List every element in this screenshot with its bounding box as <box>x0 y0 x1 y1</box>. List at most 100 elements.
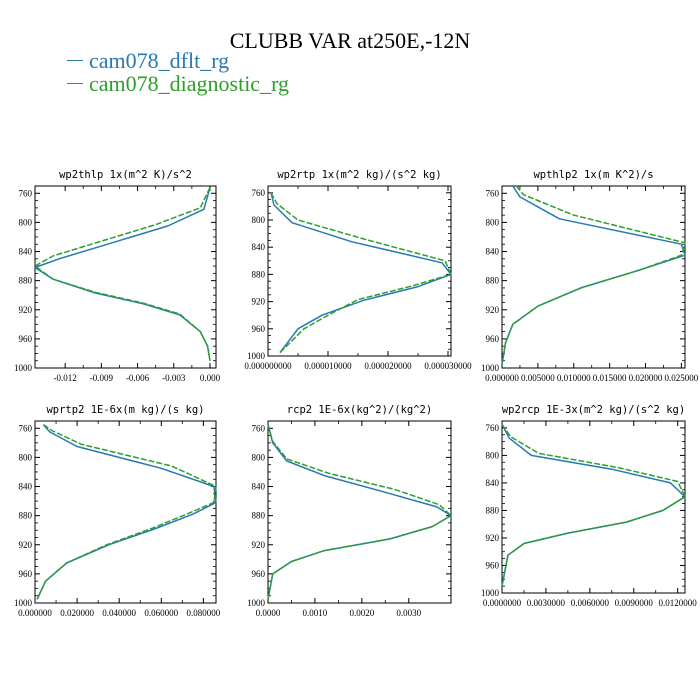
panel-frame <box>34 185 217 369</box>
panel-title: wp2thlp 1x(m^2 K)/s^2 <box>59 169 192 181</box>
y-tick-label: 880 <box>486 276 500 286</box>
panel-5: rcp2 1E-6x(kg^2)/(kg^2) 760 800 840 880 920 96… <box>247 404 452 618</box>
y-tick-label: 880 <box>252 511 266 521</box>
legend-swatch-dflt <box>67 60 83 62</box>
y-tick-label: 960 <box>486 560 500 570</box>
series-line-diagnostic <box>34 187 211 361</box>
x-tick-label: 0.0090000 <box>615 598 654 608</box>
y-tick-label: 800 <box>252 452 266 462</box>
x-tick-label: 0.010000 <box>557 373 591 383</box>
y-tick-label: 1000 <box>481 588 500 598</box>
panel-frame <box>34 420 217 604</box>
y-tick-label: 840 <box>19 247 33 257</box>
y-tick-label: 920 <box>252 297 266 307</box>
series-line-diagnostic <box>270 192 452 354</box>
y-tick-label: 1000 <box>247 351 266 361</box>
y-tick-label: 960 <box>486 334 500 344</box>
y-tick-label: 960 <box>252 569 266 579</box>
x-tick-label: 0.005000 <box>521 373 555 383</box>
y-tick-label: 1000 <box>14 598 33 608</box>
x-tick-label: 0.000030000 <box>424 361 472 371</box>
y-tick-label: 760 <box>19 188 33 198</box>
x-tick-label: 0.060000 <box>144 608 178 618</box>
panel-title: wpthlp2 1x(m K^2)/s <box>533 169 653 181</box>
x-tick-label: 0.000020000 <box>364 361 412 371</box>
y-tick-label: 800 <box>486 450 500 460</box>
panel-title: wprtp2 1E-6x(m kg)/(s kg) <box>46 404 204 416</box>
y-tick-label: 800 <box>252 215 266 225</box>
y-tick-label: 800 <box>486 217 500 227</box>
legend-label-dflt: cam078_dflt_rg <box>89 48 230 73</box>
x-tick-label: 0.080000 <box>186 608 220 618</box>
panel-title: wp2rcp 1E-3x(m^2 kg)/(s^2 kg) <box>502 404 685 416</box>
x-tick-label: 0.0020 <box>349 608 374 618</box>
y-tick-label: 760 <box>486 188 500 198</box>
series-line-diagnostic <box>267 424 452 600</box>
x-tick-label: 0.000010000 <box>304 361 352 371</box>
page-title: CLUBB VAR at250E,-12N <box>229 28 471 53</box>
y-tick-label: 920 <box>19 540 33 550</box>
x-tick-label: -0.009 <box>90 373 114 383</box>
y-tick-label: 880 <box>252 269 266 279</box>
y-tick-label: 760 <box>252 188 266 198</box>
y-tick-label: 840 <box>19 482 33 492</box>
y-tick-label: 920 <box>252 540 266 550</box>
y-tick-label: 880 <box>19 276 33 286</box>
y-tick-label: 920 <box>486 305 500 315</box>
y-tick-label: 960 <box>19 334 33 344</box>
x-tick-label: 0.0000 <box>256 608 281 618</box>
x-tick-label: 0.025000 <box>665 373 699 383</box>
series-line-dflt <box>267 424 452 600</box>
series-line-dflt <box>270 192 452 354</box>
x-tick-label: -0.006 <box>126 373 150 383</box>
y-tick-label: 880 <box>486 505 500 515</box>
y-tick-label: 920 <box>19 305 33 315</box>
panel-1: wp2thlp 1x(m^2 K)/s^2 760 800 840 880 920 960 1… <box>14 169 221 383</box>
series-line-diagnostic <box>501 423 686 587</box>
y-tick-label: 760 <box>19 423 33 433</box>
x-tick-label: 0.020000 <box>60 608 94 618</box>
y-tick-label: 960 <box>252 324 266 334</box>
y-tick-label: 1000 <box>14 363 33 373</box>
panel-6: wp2rcp 1E-3x(m^2 kg)/(s^2 kg)760 800 840 88… <box>481 404 697 608</box>
x-tick-label: 0.000000 <box>485 373 519 383</box>
y-tick-label: 1000 <box>481 363 500 373</box>
y-tick-label: 760 <box>486 423 500 433</box>
y-tick-label: 760 <box>252 423 266 433</box>
series-line-diagnostic <box>36 423 217 600</box>
x-tick-label: 0.000000000 <box>244 361 292 371</box>
x-tick-label: 0.040000 <box>102 608 136 618</box>
x-tick-label: -0.012 <box>54 373 77 383</box>
panel-title: rcp2 1E-6x(kg^2)/(kg^2) <box>287 404 432 416</box>
x-tick-label: 0.020000 <box>629 373 663 383</box>
panel-3: wpthlp2 1x(m K^2)/s 760 800 840 880 920 960 100… <box>481 169 699 383</box>
x-tick-label: -0.003 <box>162 373 186 383</box>
y-tick-label: 800 <box>19 217 33 227</box>
x-tick-label: 0.000 <box>200 373 221 383</box>
panel-frame <box>501 185 686 369</box>
y-tick-label: 800 <box>19 452 33 462</box>
y-tick-label: 840 <box>252 482 266 492</box>
y-tick-label: 960 <box>19 569 33 579</box>
series-line-dflt <box>34 187 211 361</box>
series-line-diagnostic <box>501 185 686 365</box>
panel-frame <box>267 185 452 357</box>
x-tick-label: 0.0120000 <box>659 598 698 608</box>
y-tick-label: 880 <box>19 511 33 521</box>
panel-4: wprtp2 1E-6x(m kg)/(s kg) 760 800 840 880 920… <box>14 404 221 618</box>
panel-frame <box>501 420 686 594</box>
legend-item-dflt: cam078_dflt_rg <box>67 48 229 74</box>
panel-frame <box>267 420 452 604</box>
x-tick-label: 0.0000000 <box>483 598 522 608</box>
x-tick-label: 0.000000 <box>18 608 52 618</box>
x-tick-label: 0.0030 <box>396 608 421 618</box>
x-tick-label: 0.0010 <box>303 608 328 618</box>
x-tick-label: 0.015000 <box>593 373 627 383</box>
y-tick-label: 840 <box>486 247 500 257</box>
x-tick-label: 0.0030000 <box>527 598 566 608</box>
y-tick-label: 920 <box>486 533 500 543</box>
series-line-dflt <box>36 424 217 600</box>
legend-label-diagnostic: cam078_diagnostic_rg <box>89 71 289 96</box>
legend-item-diagnostic: cam078_diagnostic_rg <box>67 71 289 97</box>
y-tick-label: 840 <box>486 478 500 488</box>
